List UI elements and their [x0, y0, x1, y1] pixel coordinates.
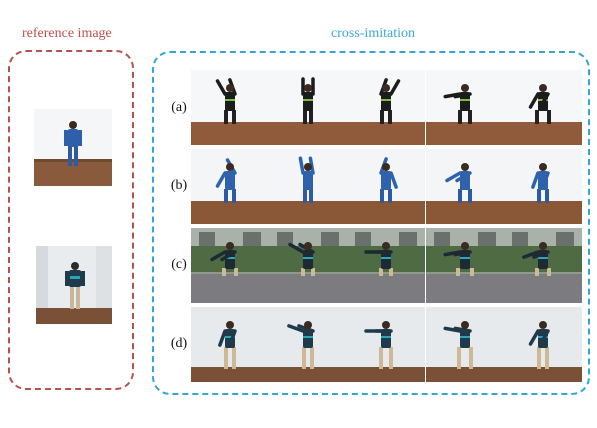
row-label-d: (d): [170, 336, 188, 351]
reference-image-title: reference image: [22, 26, 112, 41]
imitation-frame: [503, 307, 582, 382]
imitation-frame: [503, 70, 582, 145]
imitation-frame: [347, 70, 426, 145]
reference-photo-dark-jacket: [36, 246, 112, 324]
cross-imitation-title: cross-imitation: [331, 26, 415, 41]
row-label-a: (a): [171, 100, 187, 115]
row-label-c: (c): [171, 257, 187, 272]
imitation-frame: [503, 149, 582, 224]
imitation-frame: [425, 228, 504, 303]
imitation-frame: [191, 228, 269, 303]
imitation-frame: [269, 149, 348, 224]
imitation-frame: [503, 228, 582, 303]
imitation-frame: [269, 307, 348, 382]
reference-photo-blue-suit: [34, 109, 112, 186]
imitation-frame: [347, 307, 426, 382]
imitation-frame: [269, 70, 348, 145]
imitation-frame: [425, 307, 504, 382]
imitation-frame: [269, 228, 348, 303]
imitation-frame: [347, 149, 426, 224]
row-label-b: (b): [170, 178, 188, 193]
cross-imitation-panel: [152, 51, 590, 395]
imitation-frame: [347, 228, 426, 303]
imitation-frame: [191, 70, 269, 145]
reference-panel: [8, 50, 134, 390]
imitation-frame: [191, 307, 269, 382]
imitation-frame: [191, 149, 269, 224]
imitation-frame: [425, 149, 504, 224]
imitation-frame: [425, 70, 504, 145]
